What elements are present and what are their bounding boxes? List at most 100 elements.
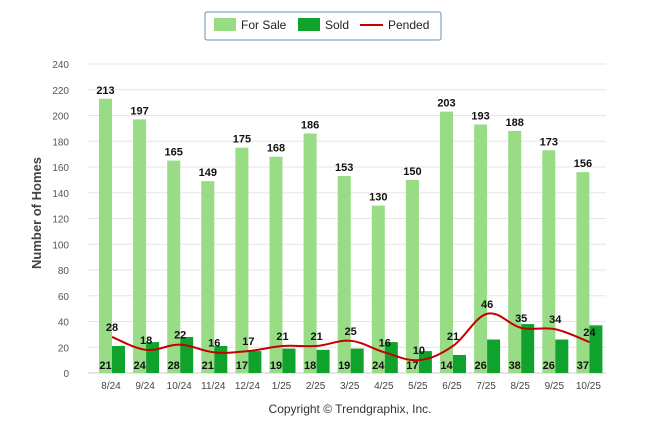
legend-sold-label: Sold xyxy=(325,18,349,32)
for-sale-value-label: 197 xyxy=(130,105,148,117)
sold-value-label: 28 xyxy=(168,360,180,372)
for-sale-value-label: 213 xyxy=(96,85,114,97)
sold-value-label: 18 xyxy=(304,360,316,372)
for-sale-bar xyxy=(337,176,351,373)
for-sale-bar xyxy=(576,172,590,373)
sold-value-label: 17 xyxy=(406,360,418,372)
for-sale-bar xyxy=(201,181,215,373)
pended-value-label: 24 xyxy=(583,327,596,339)
sold-bar xyxy=(589,325,603,373)
y-tick-label: 220 xyxy=(52,86,69,97)
for-sale-bar xyxy=(167,160,181,373)
y-tick-label: 80 xyxy=(58,266,70,277)
for-sale-value-label: 193 xyxy=(471,111,489,123)
y-axis: 0 20 40 60 80 100 120 140 160 180 200 220 240 xyxy=(52,60,69,380)
x-tick-label: 7/25 xyxy=(476,381,496,392)
legend-for-sale-label: For Sale xyxy=(241,18,287,32)
y-tick-label: 240 xyxy=(52,60,69,71)
pended-value-label: 46 xyxy=(481,299,493,311)
x-tick-label: 6/25 xyxy=(442,381,462,392)
pended-line xyxy=(111,312,590,362)
for-sale-bar xyxy=(99,98,112,373)
pended-value-label: 34 xyxy=(549,314,562,326)
sold-value-label: 19 xyxy=(270,360,282,372)
y-tick-label: 0 xyxy=(63,369,69,380)
for-sale-value-label: 149 xyxy=(199,167,217,179)
for-sale-bar xyxy=(405,179,419,373)
for-sale-bar xyxy=(542,150,556,373)
sold-bar xyxy=(555,339,569,373)
sold-bar xyxy=(487,339,501,373)
pended-value-label: 22 xyxy=(174,330,186,342)
y-tick-label: 160 xyxy=(52,163,69,174)
y-tick-label: 20 xyxy=(58,343,70,354)
sold-bar xyxy=(180,336,194,373)
x-tick-label: 2/25 xyxy=(306,381,326,392)
for-sale-value-label: 173 xyxy=(540,136,558,148)
sold-value-label: 38 xyxy=(509,360,521,372)
x-tick-label: 11/24 xyxy=(201,381,226,392)
pended-value-label: 17 xyxy=(242,336,254,348)
legend-box xyxy=(204,11,442,41)
sold-value-label: 17 xyxy=(236,360,248,372)
for-sale-bar xyxy=(474,124,488,373)
pended-value-label: 21 xyxy=(447,331,459,343)
pended-value-label: 16 xyxy=(379,337,391,349)
legend-for-sale-swatch xyxy=(214,18,236,31)
x-tick-label: 10/24 xyxy=(167,381,192,392)
sold-bar xyxy=(214,345,228,373)
for-sale-value-label: 156 xyxy=(574,158,592,170)
pended-value-label: 21 xyxy=(310,331,322,343)
for-sale-value-label: 150 xyxy=(403,166,421,178)
for-sale-bar xyxy=(508,130,522,373)
y-tick-label: 180 xyxy=(52,137,69,148)
x-axis: 8/24 9/24 10/24 11/24 12/24 1/25 2/25 3/25 4/25 5… xyxy=(101,381,601,392)
sold-bar xyxy=(248,351,262,373)
for-sale-value-label: 168 xyxy=(267,143,285,155)
pended-value-label: 16 xyxy=(208,337,220,349)
for-sale-value-label: 188 xyxy=(506,117,524,129)
pended-value-label: 28 xyxy=(106,322,118,334)
y-axis-title: Number of Homes xyxy=(29,157,44,269)
pended-value-label: 10 xyxy=(413,345,425,357)
sold-bar xyxy=(521,324,535,373)
for-sale-bar xyxy=(133,119,147,373)
for-sale-bar xyxy=(269,156,283,373)
sold-bar xyxy=(316,349,330,373)
y-tick-label: 140 xyxy=(52,189,69,200)
y-tick-label: 120 xyxy=(52,215,69,226)
sold-bar xyxy=(453,354,466,373)
legend-sold-swatch xyxy=(298,18,320,31)
copyright-footer: Copyright © Trendgraphix, Inc. xyxy=(269,402,432,416)
y-tick-label: 40 xyxy=(58,318,70,329)
pended-value-label: 25 xyxy=(345,326,357,338)
pended-value-label: 35 xyxy=(515,313,527,325)
for-sale-bar xyxy=(303,133,317,373)
y-tick-label: 100 xyxy=(52,240,69,251)
x-tick-label: 1/25 xyxy=(272,381,292,392)
legend: For Sale Sold Pended xyxy=(204,11,442,41)
for-sale-bar xyxy=(371,205,385,373)
for-sale-value-label: 153 xyxy=(335,162,353,174)
sold-value-label: 14 xyxy=(440,360,453,372)
sold-value-label: 19 xyxy=(338,360,350,372)
sold-value-label: 21 xyxy=(202,360,214,372)
pended-value-label: 21 xyxy=(276,331,288,343)
data-labels: 213 21 197 24 165 28 149 21 175 17 168 19 186 18 153 19… xyxy=(96,85,596,372)
y-tick-label: 200 xyxy=(52,112,69,123)
for-sale-bar xyxy=(235,147,249,373)
sold-value-label: 26 xyxy=(474,360,486,372)
sold-value-label: 24 xyxy=(133,360,146,372)
for-sale-bar xyxy=(440,111,453,373)
pended-series-line xyxy=(111,312,590,362)
for-sale-value-label: 186 xyxy=(301,120,319,132)
x-tick-label: 8/24 xyxy=(101,381,121,392)
sold-value-label: 24 xyxy=(372,360,385,372)
sold-bar xyxy=(384,342,398,373)
x-tick-label: 10/25 xyxy=(576,381,601,392)
pended-value-label: 18 xyxy=(140,335,152,347)
legend-pended-label: Pended xyxy=(388,18,429,32)
x-tick-label: 12/24 xyxy=(235,381,260,392)
